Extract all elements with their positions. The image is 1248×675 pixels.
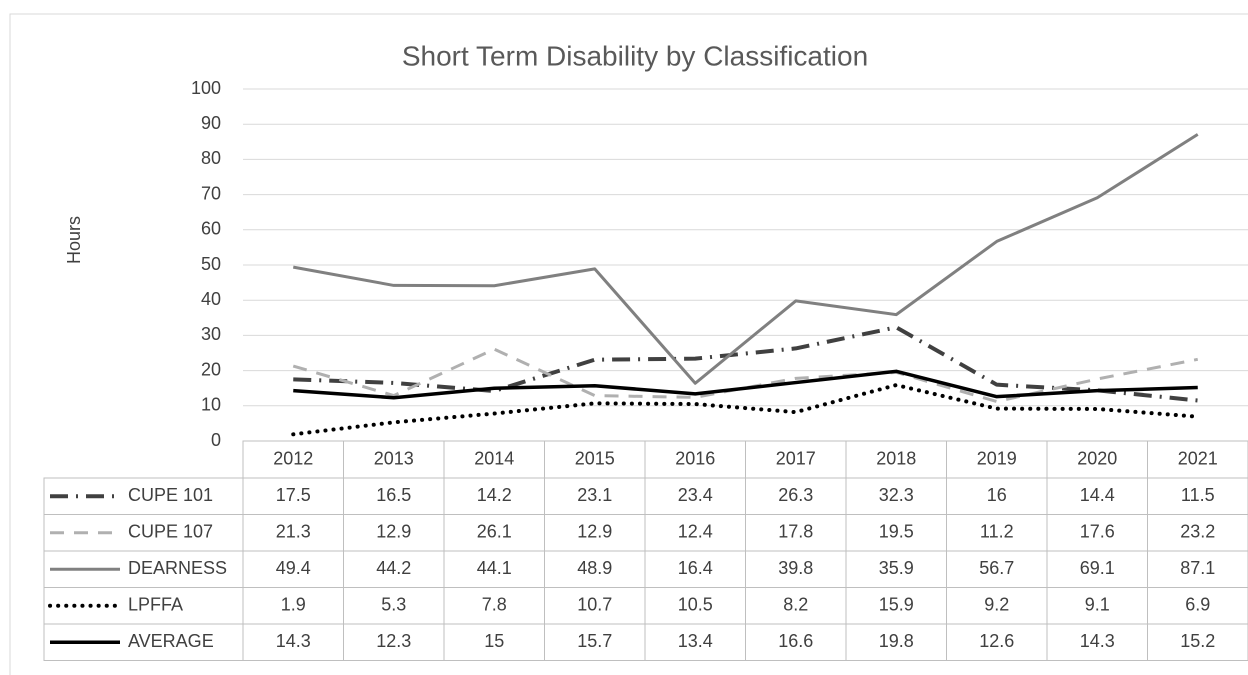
table-value: 87.1 bbox=[1180, 558, 1215, 578]
table-value: 32.3 bbox=[879, 485, 914, 505]
table-value: 23.2 bbox=[1180, 522, 1215, 542]
x-tick-label: 2018 bbox=[876, 448, 916, 468]
table-value: 15.9 bbox=[879, 595, 914, 615]
table-value: 16.5 bbox=[376, 485, 411, 505]
y-tick-label: 10 bbox=[201, 395, 221, 415]
table-value: 23.1 bbox=[577, 485, 612, 505]
x-tick-label: 2021 bbox=[1178, 448, 1218, 468]
table-value: 5.3 bbox=[381, 595, 406, 615]
x-tick-label: 2014 bbox=[474, 448, 514, 468]
table-value: 17.5 bbox=[276, 485, 311, 505]
table-value: 6.9 bbox=[1185, 595, 1210, 615]
legend-label: DEARNESS bbox=[128, 558, 227, 578]
table-value: 11.5 bbox=[1181, 485, 1215, 505]
legend-label: CUPE 101 bbox=[128, 485, 213, 505]
legend-label: AVERAGE bbox=[128, 631, 214, 651]
table-value: 9.1 bbox=[1085, 595, 1110, 615]
table-value: 26.3 bbox=[778, 485, 813, 505]
y-tick-label: 70 bbox=[201, 183, 221, 203]
table-value: 48.9 bbox=[577, 558, 612, 578]
table-value: 23.4 bbox=[678, 485, 713, 505]
table-value: 15.2 bbox=[1180, 631, 1215, 651]
table-value: 17.6 bbox=[1080, 522, 1115, 542]
x-tick-label: 2015 bbox=[575, 448, 615, 468]
table-value: 15 bbox=[484, 631, 504, 651]
table-value: 1.9 bbox=[281, 595, 306, 615]
table-value: 12.4 bbox=[678, 522, 713, 542]
table-value: 14.3 bbox=[276, 631, 311, 651]
x-tick-label: 2013 bbox=[374, 448, 414, 468]
table-value: 12.9 bbox=[376, 522, 411, 542]
table-value: 7.8 bbox=[482, 595, 507, 615]
table-value: 44.1 bbox=[477, 558, 512, 578]
table-value: 11.2 bbox=[980, 522, 1014, 542]
table-value: 19.5 bbox=[879, 522, 914, 542]
x-tick-label: 2012 bbox=[273, 448, 313, 468]
table-value: 12.6 bbox=[979, 631, 1014, 651]
series-line bbox=[292, 133, 1199, 385]
table-value: 69.1 bbox=[1080, 558, 1115, 578]
table-value: 15.7 bbox=[577, 631, 612, 651]
table-value: 26.1 bbox=[477, 522, 512, 542]
table-value: 35.9 bbox=[879, 558, 914, 578]
y-tick-label: 30 bbox=[201, 324, 221, 344]
table-value: 10.5 bbox=[678, 595, 713, 615]
series-line bbox=[293, 325, 1198, 403]
y-tick-label: 100 bbox=[191, 78, 221, 98]
x-tick-label: 2020 bbox=[1077, 448, 1117, 468]
table-value: 14.4 bbox=[1080, 485, 1115, 505]
y-tick-label: 0 bbox=[211, 430, 221, 450]
table-value: 14.2 bbox=[477, 485, 512, 505]
y-tick-label: 20 bbox=[201, 359, 221, 379]
table-value: 44.2 bbox=[376, 558, 411, 578]
table-value: 56.7 bbox=[979, 558, 1014, 578]
x-tick-label: 2016 bbox=[675, 448, 715, 468]
y-tick-label: 50 bbox=[201, 254, 221, 274]
table-value: 13.4 bbox=[678, 631, 713, 651]
table-value: 16 bbox=[987, 485, 1007, 505]
series-line bbox=[291, 383, 1200, 437]
y-tick-label: 90 bbox=[201, 113, 221, 133]
table-value: 8.2 bbox=[783, 595, 808, 615]
y-tick-label: 60 bbox=[201, 219, 221, 239]
table-value: 10.7 bbox=[577, 595, 612, 615]
legend-label: LPFFA bbox=[128, 595, 183, 615]
legend-label: CUPE 107 bbox=[128, 522, 213, 542]
table-value: 12.9 bbox=[577, 522, 612, 542]
table-value: 49.4 bbox=[276, 558, 311, 578]
table-value: 39.8 bbox=[778, 558, 813, 578]
chart-border bbox=[9, 13, 1248, 675]
table-cell bbox=[1147, 623, 1248, 661]
table-value: 9.2 bbox=[984, 595, 1009, 615]
x-tick-label: 2017 bbox=[776, 448, 816, 468]
y-tick-label: 80 bbox=[201, 148, 221, 168]
series-line bbox=[293, 369, 1198, 400]
y-tick-label: 40 bbox=[201, 289, 221, 309]
table-value: 17.8 bbox=[778, 522, 813, 542]
x-tick-label: 2019 bbox=[977, 448, 1017, 468]
table-value: 19.8 bbox=[879, 631, 914, 651]
table-value: 12.3 bbox=[376, 631, 411, 651]
table-value: 16.4 bbox=[678, 558, 713, 578]
y-axis-label: Hours bbox=[64, 216, 84, 264]
table-value: 16.6 bbox=[778, 631, 813, 651]
table-value: 14.3 bbox=[1080, 631, 1115, 651]
chart-title: Short Term Disability by Classification bbox=[402, 40, 868, 71]
table-value: 21.3 bbox=[276, 522, 311, 542]
